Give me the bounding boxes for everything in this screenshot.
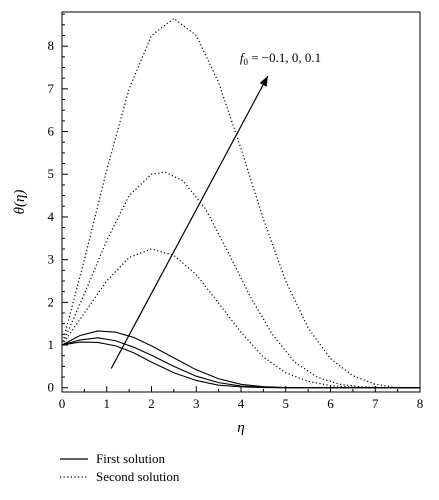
y-tick-label: 0 [48, 380, 55, 395]
x-tick-label: 8 [417, 396, 424, 411]
arrow-head [259, 76, 268, 87]
y-tick-label: 8 [48, 38, 55, 53]
y-tick-label: 5 [48, 166, 55, 181]
first-solution-curve-1 [61, 341, 420, 389]
y-tick-label: 7 [48, 81, 55, 96]
x-tick-label: 1 [104, 396, 111, 411]
y-tick-label: 1 [48, 337, 55, 352]
y-axis-title: θ(η) [12, 190, 28, 215]
second-solution-curve-5 [61, 171, 420, 389]
second-solution-curve-4 [61, 248, 420, 389]
curves [61, 17, 420, 389]
x-tick-label: 2 [148, 396, 155, 411]
annotation-label: f0 = −0.1, 0, 0.1 [240, 50, 321, 67]
y-tick-label: 4 [48, 209, 55, 224]
x-axis-title: η [237, 420, 244, 436]
x-tick-label: 4 [238, 396, 245, 411]
legend-label: First solution [96, 451, 165, 466]
x-tick-label: 7 [372, 396, 379, 411]
y-tick-label: 6 [48, 124, 55, 139]
y-tick-label: 3 [48, 252, 55, 267]
axes: 0 1 2 3 4 5 6 7 8 0 1 2 3 4 5 6 7 8 η θ(η) [12, 11, 424, 436]
second-solution-curve-6 [61, 17, 420, 389]
annotation: f0 = −0.1, 0, 0.1 [110, 50, 321, 369]
legend-label: Second solution [96, 469, 180, 484]
first-solution-curve-2 [61, 337, 420, 389]
y-tick-label: 2 [48, 294, 55, 309]
x-tick-label: 0 [59, 396, 66, 411]
first-solution-curve-3 [61, 330, 420, 389]
plot-frame [61, 11, 421, 393]
legend: First solution Second solution [60, 451, 180, 484]
x-tick-label: 3 [193, 396, 200, 411]
arrow-line [110, 75, 269, 369]
x-tick-label: 5 [283, 396, 290, 411]
x-tick-label: 6 [327, 396, 334, 411]
